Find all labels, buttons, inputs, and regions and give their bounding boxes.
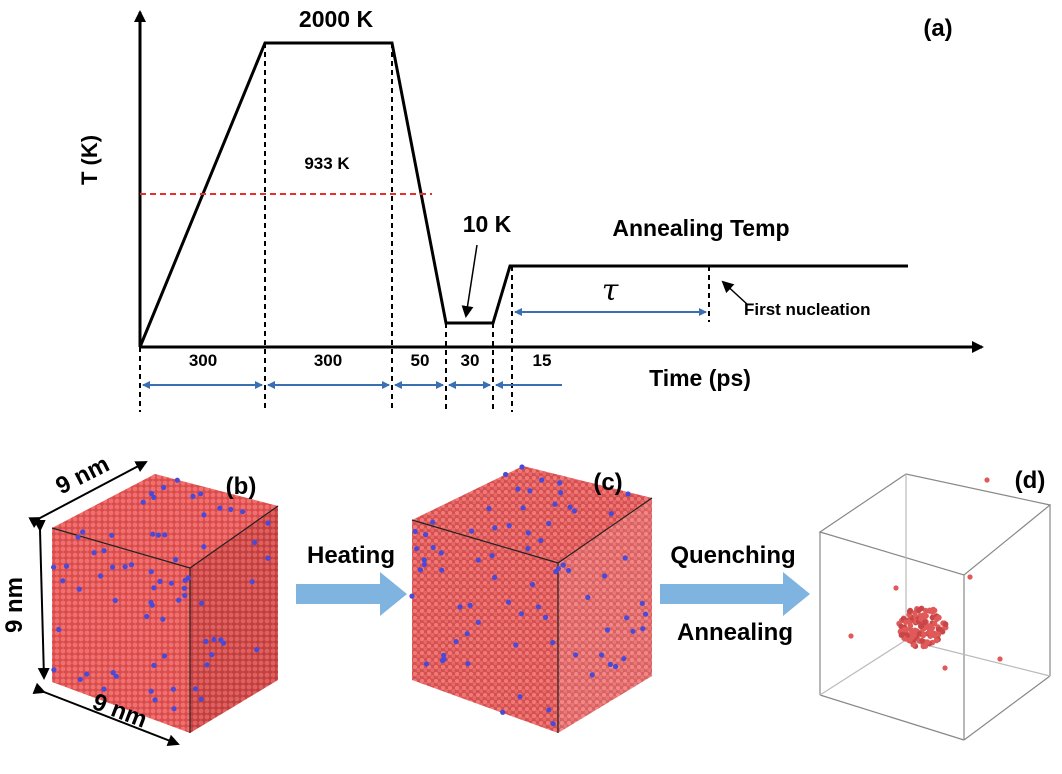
panel-d-label: (d)	[1015, 467, 1046, 494]
peak-temperature-label: 2000 K	[299, 6, 374, 32]
duration-label-heating: 300	[189, 351, 217, 370]
tau-label: τ	[602, 273, 619, 308]
dimension-top-label: 9 nm	[52, 451, 114, 500]
duration-label-quench: 50	[411, 351, 430, 370]
panel-a-temperature-profile: 300 300 50 30 15 T (K) Time (ps) (a) 200…	[77, 6, 984, 412]
cube-b-right-face	[190, 506, 278, 733]
heating-arrow: Heating	[296, 542, 407, 616]
annealing-label: Annealing	[677, 619, 793, 646]
y-axis-label: T (K)	[77, 135, 102, 185]
cube-c-top-face	[412, 466, 652, 563]
nucleus-cluster	[848, 477, 1003, 671]
annealing-temperature-label: Annealing Temp	[612, 215, 789, 241]
melting-temperature-label: 933 K	[304, 154, 350, 173]
cube-b-front-face	[52, 528, 190, 733]
cube-c-front-face	[412, 520, 558, 733]
quenching-label: Quenching	[670, 542, 795, 569]
duration-label-hold: 300	[314, 351, 342, 370]
cube-b-top-face	[52, 474, 278, 568]
heating-label: Heating	[307, 542, 395, 569]
panel-c-label: (c)	[593, 469, 622, 496]
low-temperature-label: 10 K	[463, 211, 512, 237]
duration-label-ramp: 15	[533, 351, 552, 370]
duration-label-low-hold: 30	[461, 351, 480, 370]
impurity-atoms-c	[409, 464, 649, 727]
first-nucleation-label: First nucleation	[744, 300, 871, 319]
dimension-left-label: 9 nm	[1, 577, 28, 633]
phase-separators	[139, 43, 710, 412]
panel-b-crystal-cube: 9 nm 9 nm 9 nm (b)	[1, 451, 279, 746]
low-temp-pointer	[461, 244, 478, 318]
x-axis-label: Time (ps)	[649, 365, 751, 391]
cube-c-right-face	[558, 498, 652, 733]
quench-anneal-arrow: Quenching Annealing	[660, 542, 810, 646]
panel-b-label: (b)	[226, 473, 257, 500]
duration-arrows	[142, 308, 707, 389]
panel-d-nucleus-box	[818, 473, 1052, 741]
panel-c-liquid-cube: (c)	[409, 464, 653, 733]
nucleation-pointer	[721, 280, 749, 306]
panel-a-label: (a)	[923, 15, 952, 42]
